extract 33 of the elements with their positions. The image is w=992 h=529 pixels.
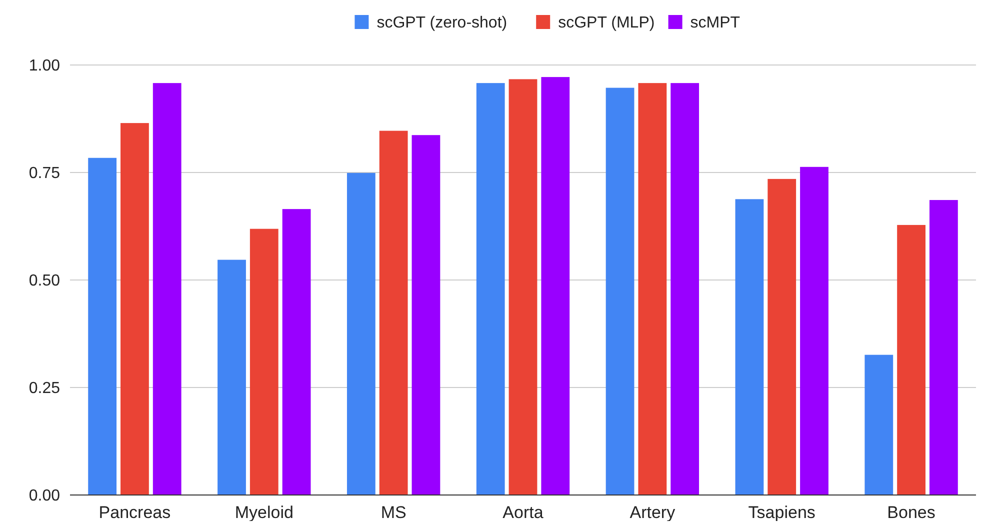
bar (897, 224, 926, 495)
bar (88, 158, 117, 495)
legend-label: scGPT (zero-shot) (376, 14, 508, 32)
y-tick-label: 0.50 (28, 272, 60, 290)
x-tick-label: Pancreas (98, 503, 171, 522)
bar (800, 166, 828, 495)
bar (476, 83, 505, 495)
bar (508, 79, 538, 495)
bar (379, 130, 408, 495)
y-tick-label: 0.75 (28, 165, 60, 182)
bar (412, 135, 440, 495)
bar (670, 83, 700, 495)
y-tick-label: 0.25 (28, 380, 60, 398)
bar (638, 83, 667, 495)
x-tick-label: Bones (887, 503, 936, 522)
bar (152, 83, 182, 495)
bar (282, 209, 311, 495)
x-tick-label: Aorta (502, 503, 544, 522)
y-tick-label: 0.00 (28, 488, 60, 505)
bar (768, 178, 796, 495)
bar (541, 77, 570, 495)
legend-label: scMPT (690, 14, 740, 32)
bar (606, 88, 634, 495)
bar (346, 172, 376, 495)
bar (250, 228, 278, 495)
legend-label: scGPT (MLP) (558, 14, 655, 32)
bar (929, 200, 958, 495)
y-tick-label: 1.00 (28, 58, 60, 75)
bar (120, 123, 149, 495)
bar (218, 260, 246, 495)
x-tick-label: MS (380, 503, 406, 522)
bar (735, 199, 764, 495)
bar (864, 354, 894, 495)
